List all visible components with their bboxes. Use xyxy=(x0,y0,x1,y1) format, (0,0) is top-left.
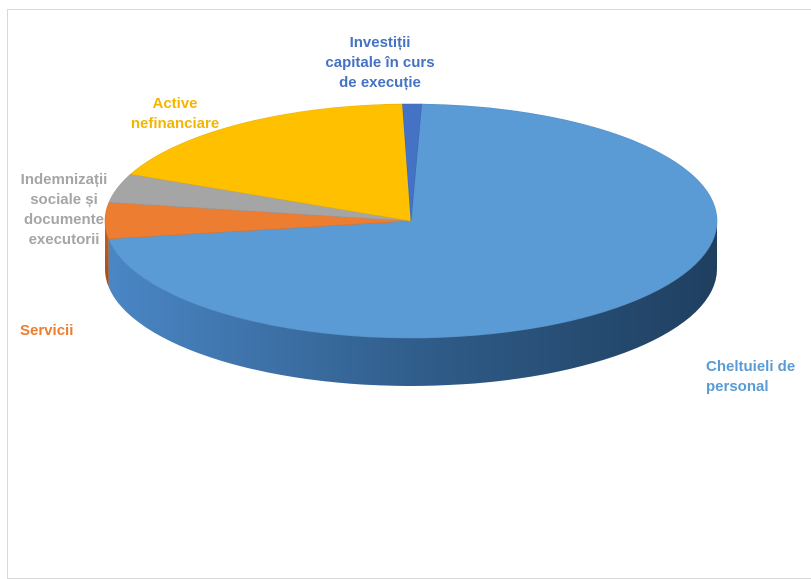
slice-label-2: Indemnizații sociale și documente execut… xyxy=(20,171,108,248)
pie-side-0 xyxy=(108,221,717,387)
slice-label-4: Investiții capitale în curs de execuție xyxy=(325,34,435,91)
pie-slice-4 xyxy=(402,103,423,222)
pie-side-1 xyxy=(105,221,109,287)
pie-slice-3 xyxy=(129,103,412,222)
slice-label-0: Cheltuieli de personal xyxy=(706,358,796,395)
slice-label-1: Servicii xyxy=(20,322,74,339)
slice-label-3: Active nefinanciare xyxy=(130,95,220,132)
pie-chart xyxy=(104,103,718,387)
pie-slice-0 xyxy=(108,103,718,339)
